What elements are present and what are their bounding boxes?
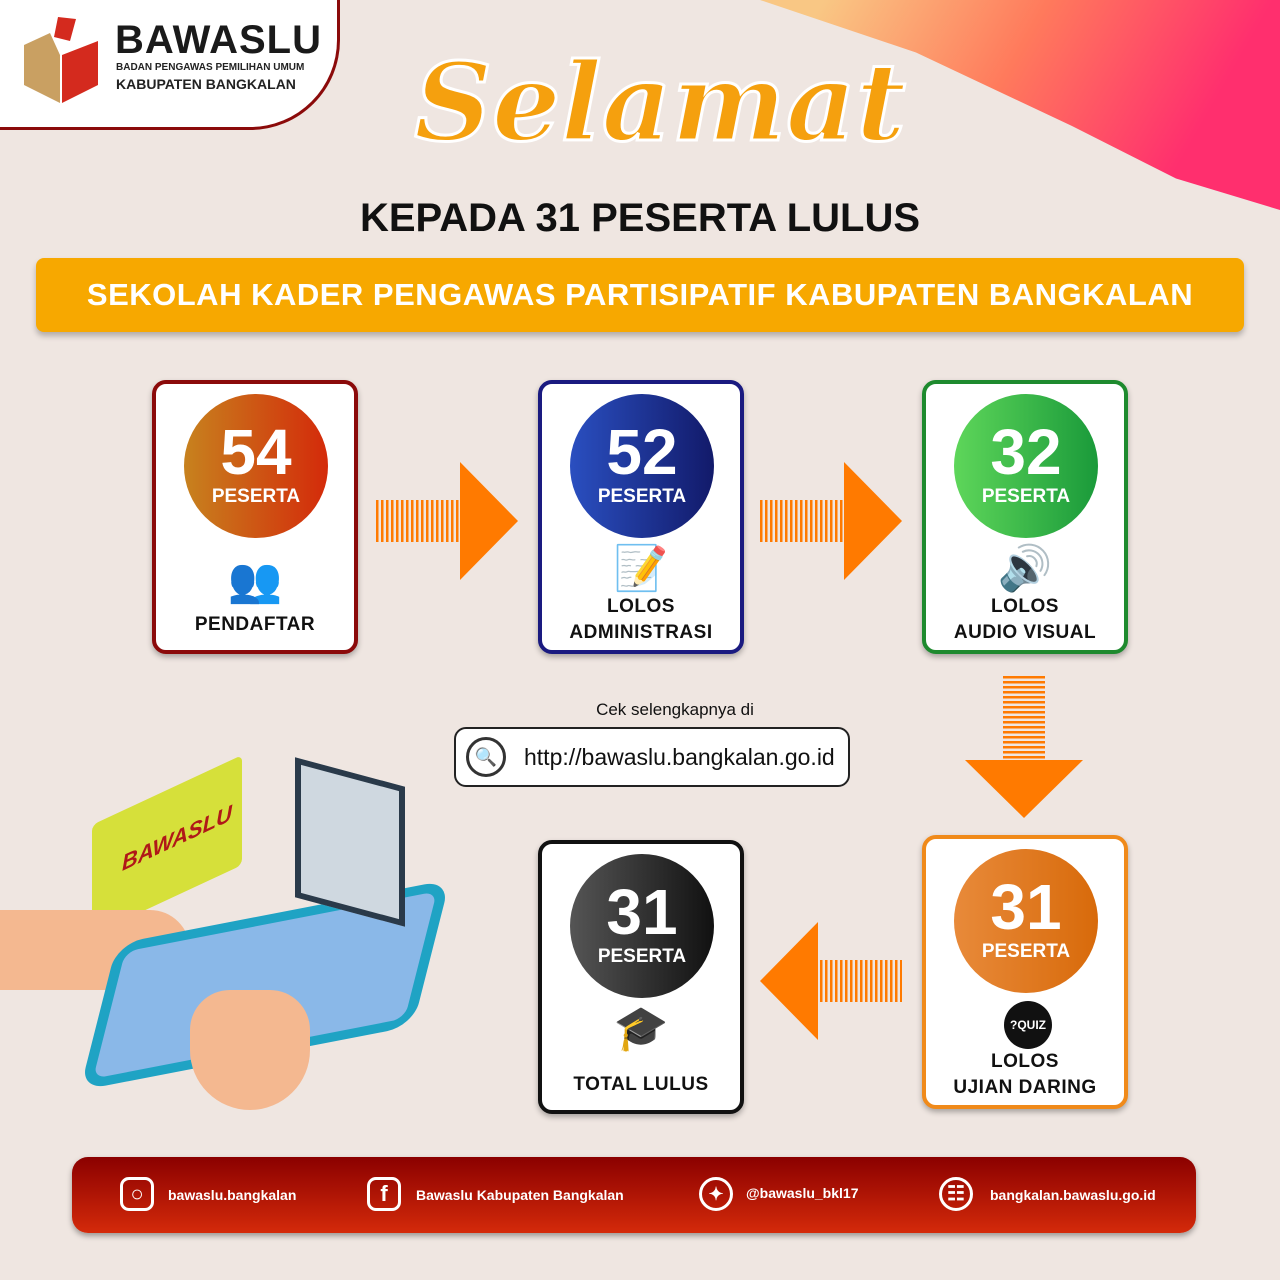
hand — [190, 990, 310, 1110]
logo-header: BAWASLU BADAN PENGAWAS PEMILIHAN UMUM KA… — [0, 0, 340, 130]
stage-label: TOTAL LULUS — [573, 1074, 709, 1095]
instagram-handle[interactable]: bawaslu.bangkalan — [168, 1187, 297, 1203]
social-footer: ○ bawaslu.bangkalan f Bawaslu Kabupaten … — [72, 1157, 1196, 1233]
search-analytics-icon: 🔍 — [466, 737, 506, 777]
logo-subtitle: BADAN PENGAWAS PEMILIHAN UMUM — [116, 62, 305, 73]
count-circle: 31 PESERTA — [570, 854, 714, 998]
count-circle: 31 PESERTA — [954, 849, 1098, 993]
count-circle: 54 PESERTA — [184, 394, 328, 538]
phone-classroom-illustration: BAWASLU — [0, 755, 451, 1120]
stage-card-total-lulus: 31 PESERTA 🎓 TOTAL LULUS — [538, 840, 744, 1114]
link-caption: Cek selengkapnya di — [596, 700, 754, 719]
stage-label-2: UJIAN DARING — [953, 1077, 1097, 1098]
facebook-page[interactable]: Bawaslu Kabupaten Bangkalan — [416, 1187, 624, 1203]
arrow-right-icon — [376, 462, 518, 580]
program-banner: SEKOLAH KADER PENGAWAS PARTISIPATIF KABU… — [36, 258, 1244, 332]
selamat-script-heading: Selamat — [413, 39, 908, 168]
unit: PESERTA — [597, 486, 687, 507]
stage-card-ujian-daring: 31 PESERTA ?QUIZ LOLOS UJIAN DARING — [922, 835, 1128, 1109]
website-link[interactable]: 🔍 http://bawaslu.bangkalan.go.id — [454, 727, 850, 787]
quiz-icon: ?QUIZ — [1004, 1001, 1052, 1049]
count-circle: 32 PESERTA — [954, 394, 1098, 538]
headline: KEPADA 31 PESERTA LULUS — [359, 196, 921, 240]
stage-label: LOLOS — [607, 596, 675, 617]
globe-icon: ☷ — [939, 1177, 973, 1211]
arrow-left-icon — [760, 922, 902, 1040]
unit: PESERTA — [597, 946, 687, 967]
stage-label: PENDAFTAR — [194, 614, 316, 635]
count: 31 — [990, 871, 1062, 943]
twitter-icon: ✦ — [699, 1177, 733, 1211]
stage-label-2: AUDIO VISUAL — [953, 622, 1097, 643]
logo-title: BAWASLU — [115, 18, 322, 62]
count: 32 — [990, 416, 1062, 488]
website-url[interactable]: http://bawaslu.bangkalan.go.id — [524, 744, 835, 770]
twitter-handle[interactable]: @bawaslu_bkl17 — [746, 1185, 859, 1201]
unit: PESERTA — [211, 486, 301, 507]
count: 52 — [606, 416, 678, 488]
speech-bubble: BAWASLU — [92, 755, 242, 935]
stage-card-audio-visual: 32 PESERTA 🔊 LOLOS AUDIO VISUAL — [922, 380, 1128, 654]
graduation-cap-icon: 🎓 — [613, 1004, 669, 1053]
bubble-text: BAWASLU — [122, 799, 232, 876]
logo-region: KABUPATEN BANGKALAN — [116, 76, 296, 92]
stage-card-pendaftar: 54 PESERTA 👥 PENDAFTAR — [152, 380, 358, 654]
stage-label-2: ADMINISTRASI — [569, 622, 713, 643]
count-circle: 52 PESERTA — [570, 394, 714, 538]
speaker-icon: 🔊 — [997, 544, 1053, 593]
board-screen — [295, 757, 405, 927]
document-edit-icon: 📝 — [613, 544, 669, 593]
unit: PESERTA — [981, 941, 1071, 962]
instagram-icon: ○ — [120, 1177, 154, 1211]
count: 31 — [606, 876, 678, 948]
count: 54 — [220, 416, 292, 488]
stage-card-administrasi: 52 PESERTA 📝 LOLOS ADMINISTRASI — [538, 380, 744, 654]
users-icon: 👥 — [227, 556, 283, 605]
website-text[interactable]: bangkalan.bawaslu.go.id — [990, 1187, 1156, 1203]
stage-label: LOLOS — [991, 596, 1059, 617]
arrow-down-icon — [965, 676, 1083, 818]
bawaslu-logo-icon — [24, 17, 98, 103]
stage-label: LOLOS — [991, 1051, 1059, 1072]
unit: PESERTA — [981, 486, 1071, 507]
arrow-right-icon — [760, 462, 902, 580]
facebook-icon: f — [367, 1177, 401, 1211]
